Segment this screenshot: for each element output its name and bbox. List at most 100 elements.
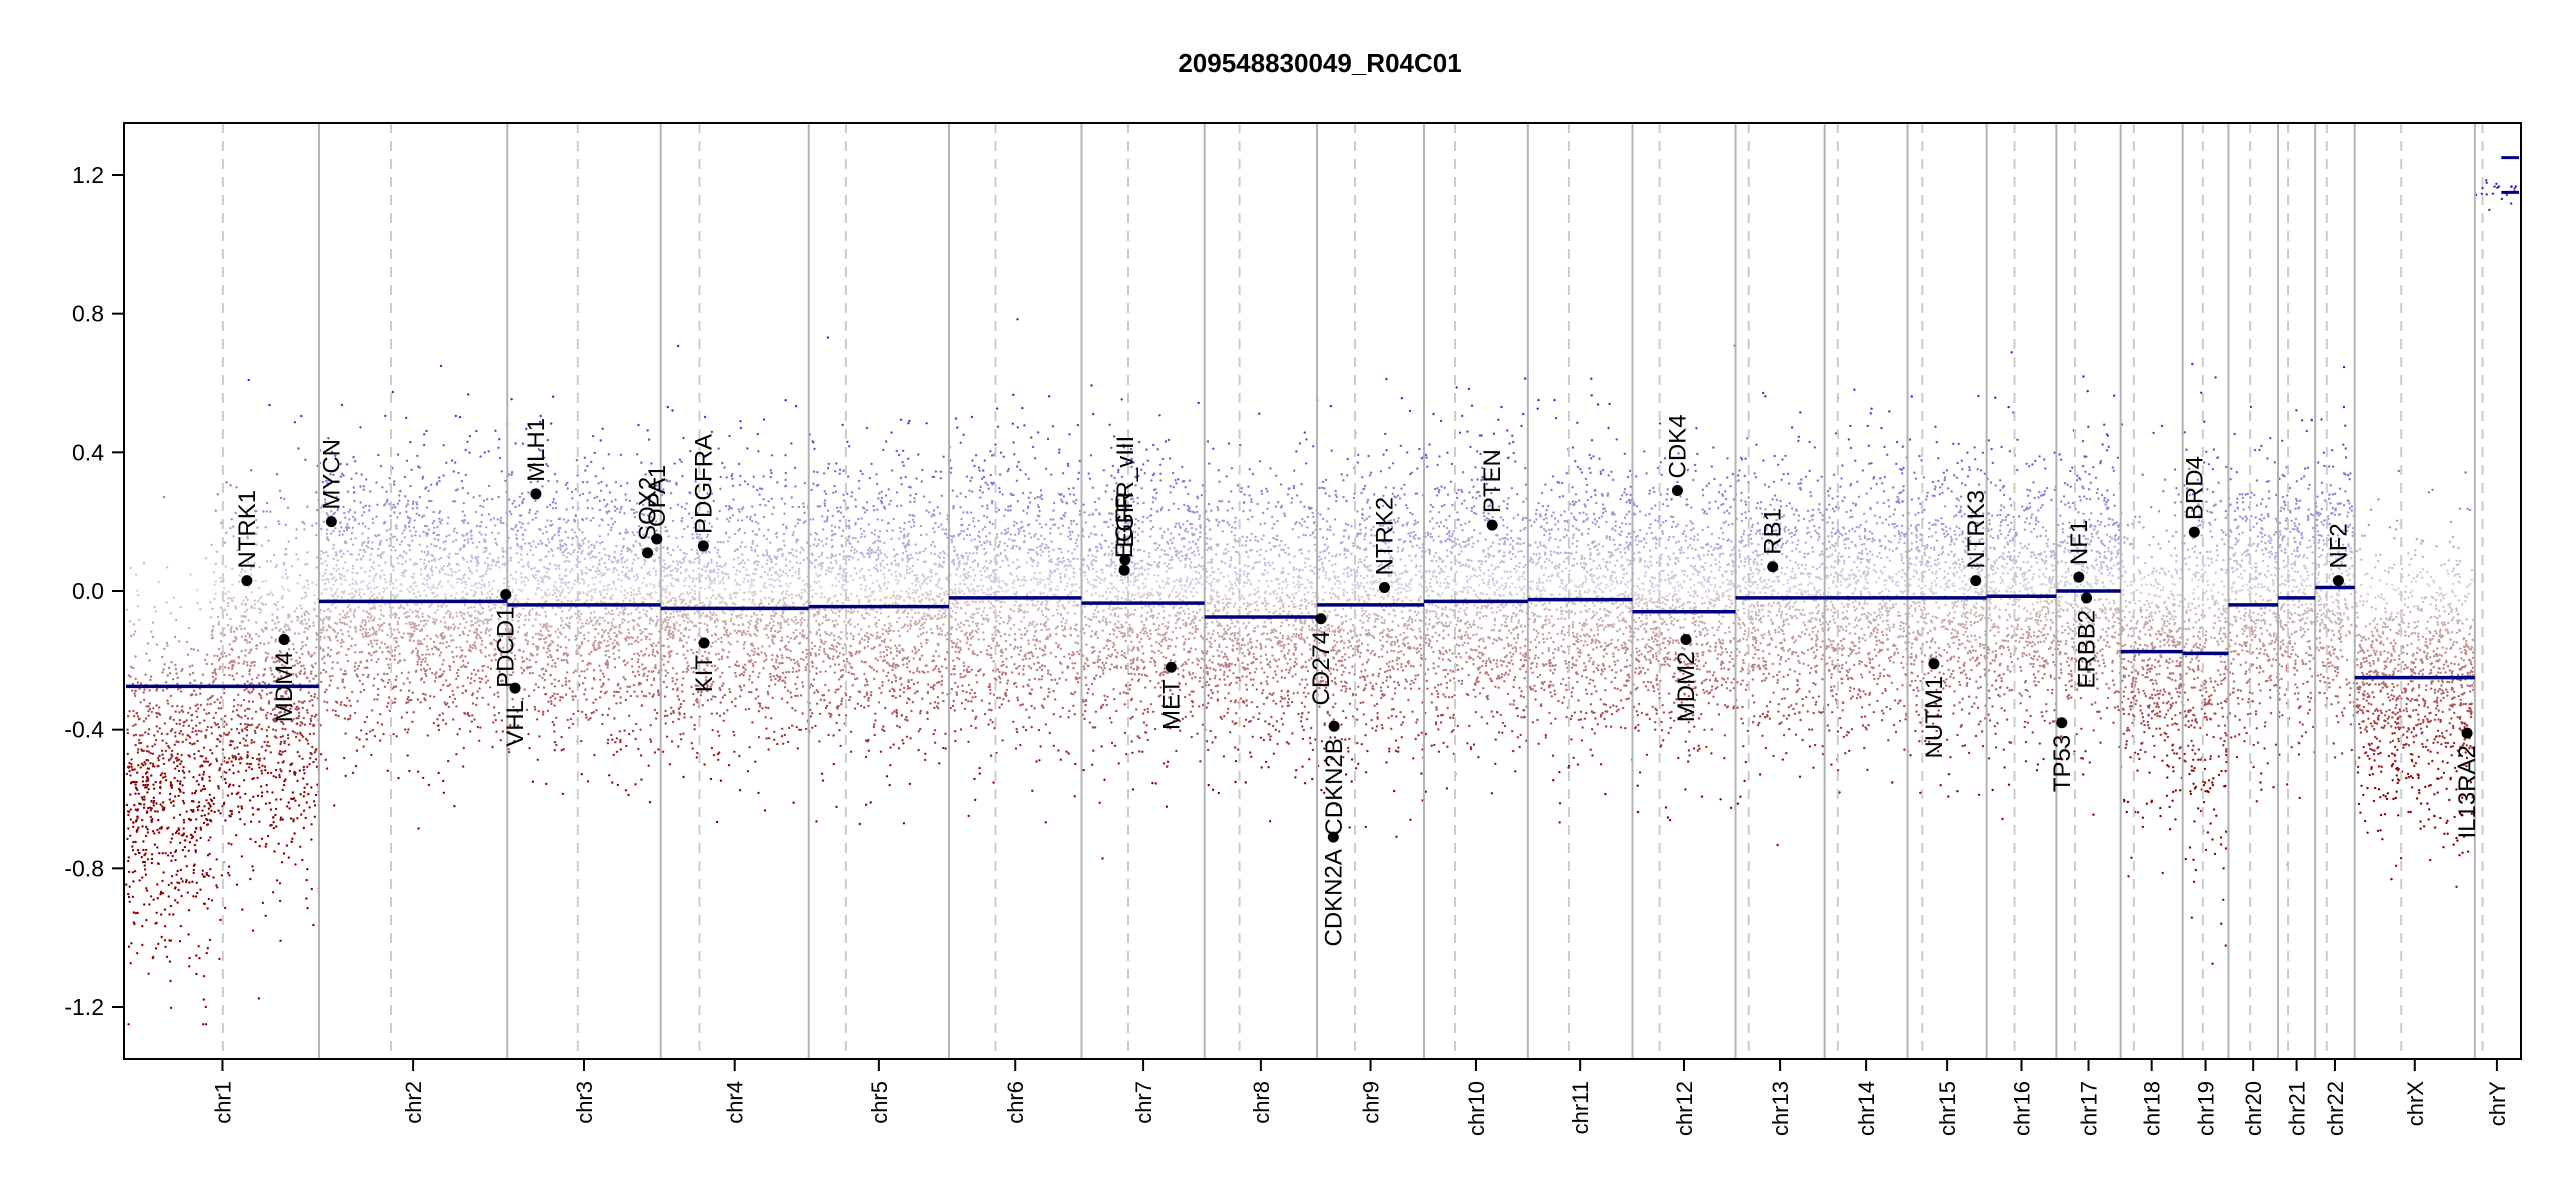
probe-point [159, 774, 163, 777]
probe-point [584, 592, 588, 595]
probe-point [312, 800, 316, 803]
probe-point [239, 818, 242, 821]
probe-point [519, 553, 523, 556]
probe-point [453, 461, 457, 464]
probe-point [303, 672, 306, 676]
probe-point [529, 549, 532, 552]
probe-point [310, 887, 313, 891]
probe-point [582, 591, 585, 594]
probe-point [268, 403, 271, 407]
probe-point [462, 558, 466, 561]
probe-point [606, 661, 609, 664]
probe-point [492, 603, 495, 606]
probe-point [580, 773, 583, 776]
probe-point [597, 569, 600, 573]
probe-point [159, 803, 162, 806]
probe-point [621, 556, 624, 559]
probe-point [510, 471, 514, 474]
probe-point [282, 760, 285, 763]
probe-point [557, 534, 560, 537]
probe-point [606, 640, 609, 643]
probe-point [574, 599, 578, 602]
probe-point [177, 769, 181, 773]
probe-point [237, 770, 240, 773]
probe-point [475, 633, 479, 636]
probe-point [247, 378, 250, 382]
probe-point [401, 636, 404, 639]
probe-point [577, 709, 580, 713]
probe-point [223, 906, 227, 910]
probe-point [212, 716, 215, 720]
probe-point [231, 583, 234, 586]
probe-point [657, 599, 660, 603]
probe-point [416, 506, 419, 510]
probe-point [735, 569, 738, 572]
probe-point [607, 707, 611, 710]
probe-point [536, 653, 539, 656]
probe-point [433, 544, 436, 547]
probe-point [246, 598, 249, 602]
probe-point [273, 707, 276, 710]
probe-point [475, 697, 479, 700]
probe-point [442, 791, 445, 794]
probe-point [305, 897, 308, 900]
probe-point [249, 649, 252, 652]
probe-point [273, 675, 276, 678]
probe-point [696, 603, 699, 607]
probe-point [557, 564, 561, 567]
probe-point [420, 602, 424, 605]
probe-point [419, 701, 422, 704]
probe-point [215, 745, 218, 748]
probe-point [364, 633, 368, 636]
probe-point [592, 701, 595, 704]
probe-point [589, 556, 592, 560]
probe-point [311, 704, 314, 707]
probe-point [451, 689, 454, 693]
probe-point [617, 578, 620, 581]
probe-point [240, 728, 244, 731]
probe-point [445, 461, 448, 464]
probe-point [482, 499, 486, 502]
probe-point [580, 569, 583, 572]
probe-point [265, 729, 268, 732]
probe-point [571, 506, 574, 509]
probe-point [436, 525, 439, 529]
probe-point [266, 711, 269, 714]
probe-point [494, 429, 497, 432]
probe-point [150, 807, 153, 810]
probe-point [129, 774, 132, 777]
probe-point [498, 640, 501, 643]
probe-point [496, 595, 499, 599]
probe-point [471, 541, 475, 545]
probe-point [415, 512, 418, 515]
probe-point [400, 716, 404, 719]
probe-point [313, 751, 316, 754]
probe-point [560, 619, 564, 622]
probe-point [329, 532, 333, 535]
probe-point [213, 654, 216, 657]
probe-point [448, 613, 452, 617]
probe-point [631, 636, 635, 640]
probe-point [795, 725, 798, 729]
probe-point [521, 538, 525, 541]
probe-point [615, 642, 618, 645]
probe-point [319, 671, 322, 675]
probe-point [336, 508, 339, 512]
probe-point [368, 619, 371, 623]
probe-point [283, 625, 287, 628]
probe-point [178, 732, 181, 735]
probe-point [480, 575, 484, 578]
probe-point [197, 945, 200, 948]
probe-point [322, 551, 325, 555]
probe-point [615, 750, 619, 753]
probe-point [388, 603, 391, 606]
probe-point [622, 676, 625, 679]
probe-point [442, 719, 445, 722]
probe-point [235, 792, 238, 796]
probe-point [533, 566, 536, 570]
probe-point [751, 662, 755, 666]
probe-point [344, 732, 347, 735]
probe-point [645, 678, 649, 682]
probe-point [402, 529, 406, 532]
probe-point [462, 534, 465, 538]
